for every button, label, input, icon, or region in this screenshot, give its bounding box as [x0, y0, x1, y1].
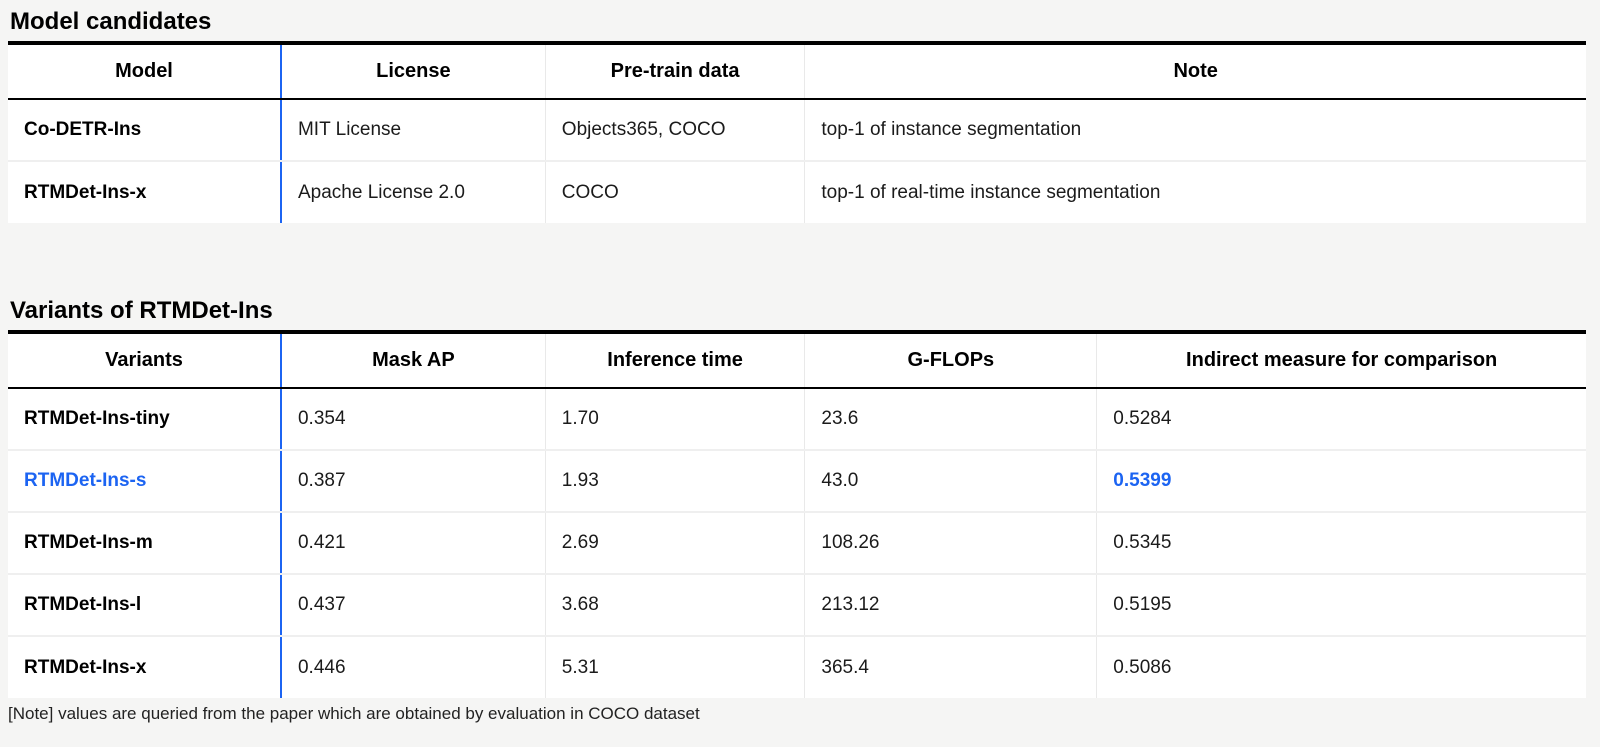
- section-variants: Variants of RTMDet-Ins Variants Mask AP …: [8, 297, 1586, 698]
- cell-inference-time: 5.31: [545, 636, 806, 698]
- cell-variant: RTMDet-Ins-l: [8, 574, 282, 637]
- cell-indirect-measure: 0.5345: [1096, 512, 1586, 575]
- cell-model: Co-DETR-Ins: [8, 99, 282, 162]
- model-candidates-table: Model License Pre-train data Note Co-DET…: [8, 41, 1586, 223]
- cell-gflops: 23.6: [804, 388, 1098, 451]
- cell-mask-ap: 0.387: [280, 450, 546, 513]
- column-header-indirect-measure: Indirect measure for comparison: [1096, 332, 1586, 389]
- cell-variant-highlighted: RTMDet-Ins-s: [8, 450, 282, 513]
- cell-inference-time: 2.69: [545, 512, 806, 575]
- cell-inference-time: 1.93: [545, 450, 806, 513]
- table-row-rtmdet-ins-tiny: RTMDet-Ins-tiny 0.354 1.70 23.6 0.5284: [8, 388, 1586, 451]
- table-row-rtmdet-ins-s: RTMDet-Ins-s 0.387 1.93 43.0 0.5399: [8, 450, 1586, 513]
- column-header-model: Model: [8, 43, 282, 100]
- table-row-rtmdet-ins-x: RTMDet-Ins-x 0.446 5.31 365.4 0.5086: [8, 636, 1586, 698]
- cell-mask-ap: 0.354: [280, 388, 546, 451]
- cell-model: RTMDet-Ins-x: [8, 161, 282, 223]
- footnote: [Note] values are queried from the paper…: [8, 704, 700, 723]
- cell-indirect-measure-highlighted: 0.5399: [1096, 450, 1586, 513]
- cell-gflops: 213.12: [804, 574, 1098, 637]
- column-header-inference-time: Inference time: [545, 332, 806, 389]
- table-row-co-detr-ins: Co-DETR-Ins MIT License Objects365, COCO…: [8, 99, 1586, 162]
- page: Model candidates Model License Pre-train…: [8, 8, 1586, 723]
- column-header-variants: Variants: [8, 332, 282, 389]
- variants-table: Variants Mask AP Inference time G-FLOPs …: [8, 330, 1586, 698]
- cell-gflops: 108.26: [804, 512, 1098, 575]
- cell-indirect-measure: 0.5086: [1113, 656, 1172, 678]
- column-header-pretrain-data: Pre-train data: [545, 43, 806, 100]
- cell-mask-ap: 0.437: [280, 574, 546, 637]
- cell-indirect-measure: 0.5195: [1096, 574, 1586, 637]
- cell-mask-ap: 0.446: [280, 636, 546, 698]
- table-row-rtmdet-ins-m: RTMDet-Ins-m 0.421 2.69 108.26 0.5345: [8, 512, 1586, 575]
- cell-pretrain-data: COCO: [545, 161, 806, 223]
- column-header-mask-ap: Mask AP: [280, 332, 546, 389]
- cell-indirect-measure: 0.5284: [1096, 388, 1586, 451]
- cell-license: Apache License 2.0: [280, 161, 546, 223]
- cell-gflops: 365.4: [804, 636, 1098, 698]
- table-row-rtmdet-ins-x: RTMDet-Ins-x Apache License 2.0 COCO top…: [8, 161, 1586, 223]
- cell-inference-time: 3.68: [545, 574, 806, 637]
- cell-variant: RTMDet-Ins-tiny: [8, 388, 282, 451]
- page-title: Model candidates: [10, 8, 212, 35]
- section-model-candidates: Model candidates Model License Pre-train…: [8, 8, 1586, 223]
- cell-pretrain-data: Objects365, COCO: [545, 99, 806, 162]
- cell-variant: RTMDet-Ins-x: [8, 636, 282, 698]
- cell-mask-ap: 0.421: [280, 512, 546, 575]
- column-header-gflops: G-FLOPs: [804, 332, 1098, 389]
- cell-note: top-1 of real-time instance segmentation: [821, 181, 1161, 203]
- column-header-note: Note: [804, 43, 1586, 100]
- column-header-license: License: [280, 43, 546, 100]
- header-row: Model License Pre-train data Note: [8, 43, 1586, 100]
- cell-inference-time: 1.70: [545, 388, 806, 451]
- cell-gflops: 43.0: [804, 450, 1098, 513]
- cell-license: MIT License: [280, 99, 546, 162]
- section-title-variants: Variants of RTMDet-Ins: [10, 297, 273, 324]
- cell-variant: RTMDet-Ins-m: [8, 512, 282, 575]
- cell-note: top-1 of instance segmentation: [804, 99, 1586, 162]
- header-row: Variants Mask AP Inference time G-FLOPs …: [8, 332, 1586, 389]
- table-row-rtmdet-ins-l: RTMDet-Ins-l 0.437 3.68 213.12 0.5195: [8, 574, 1586, 637]
